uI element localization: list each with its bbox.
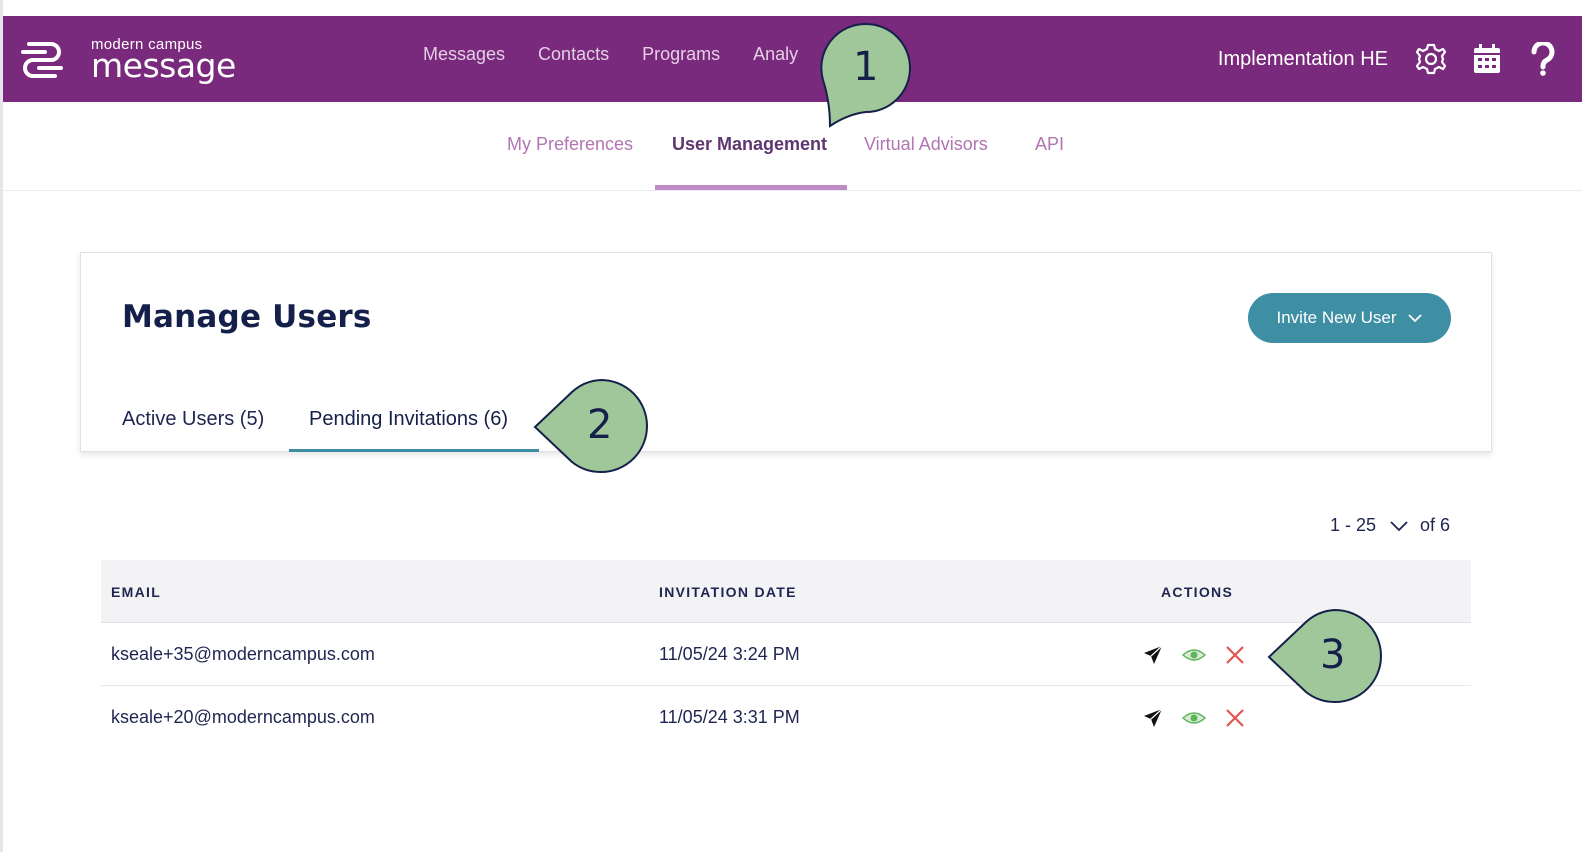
callout-bubble-icon [820,22,912,128]
gear-icon[interactable] [1410,38,1452,80]
send-icon[interactable] [1141,643,1165,667]
row-actions [1141,706,1264,730]
settings-subnav: My Preferences User Management Virtual A… [3,102,1582,191]
column-header-email: EMAIL [111,584,162,600]
view-icon[interactable] [1182,706,1206,730]
invite-button-label: Invite New User [1276,308,1397,327]
help-icon[interactable] [1522,38,1564,80]
callout-number: 1 [853,44,879,90]
active-subnav-underline [655,185,847,190]
delete-icon[interactable] [1223,706,1247,730]
table-row: kseale+35@moderncampus.com 11/05/24 3:24… [101,623,1471,686]
column-header-invitation-date: INVITATION DATE [659,584,797,600]
nav-item-analytics[interactable]: Analy [753,44,799,64]
tab-pending-invitations[interactable]: Pending Invitations (6) [309,408,509,430]
top-right-controls: Implementation HE [1218,38,1564,80]
row-actions [1141,643,1264,667]
app-logo[interactable]: modern campus message [19,36,236,86]
chevron-down-icon [1408,313,1423,323]
row-email: kseale+20@moderncampus.com [111,707,375,727]
callout-bubble-icon [1267,608,1382,704]
chevron-down-icon[interactable] [1390,520,1408,532]
row-email: kseale+35@moderncampus.com [111,644,375,664]
column-header-actions: ACTIONS [1161,584,1234,600]
tab-virtual-advisors[interactable]: Virtual Advisors [864,134,988,154]
page-total: of 6 [1419,515,1450,535]
pending-invitations-table: EMAIL INVITATION DATE ACTIONS kseale+35@… [101,560,1471,749]
logo-text-big: message [91,46,236,85]
callout-3: 3 [1266,608,1384,706]
nav-item-messages[interactable]: Messages [423,44,506,64]
page-title: Manage Users [122,299,372,335]
tab-api[interactable]: API [1035,134,1065,154]
row-invitation-date: 11/05/24 3:24 PM [659,644,800,664]
nav-item-programs[interactable]: Programs [642,44,721,64]
callout-2: 2 [532,378,650,476]
callout-number: 2 [587,402,613,448]
tab-user-management[interactable]: User Management [672,134,828,154]
organization-name[interactable]: Implementation HE [1217,47,1388,70]
logo-mark-icon [21,42,63,78]
view-icon[interactable] [1182,643,1206,667]
nav-item-contacts[interactable]: Contacts [538,44,610,64]
send-icon[interactable] [1141,706,1165,730]
manage-users-card: Manage Users Invite New User Active User… [80,252,1492,452]
window-edge [0,0,3,852]
tab-active-users[interactable]: Active Users (5) [122,408,265,430]
main-nav: Messages Contacts Programs Analy [423,44,831,65]
calendar-icon[interactable] [1466,38,1508,80]
delete-icon[interactable] [1223,643,1247,667]
invite-new-user-button[interactable]: Invite New User [1248,293,1451,343]
page-range: 1 - 25 [1329,515,1376,535]
row-invitation-date: 11/05/24 3:31 PM [659,707,800,727]
top-navigation-bar: modern campus message Messages Contacts … [3,16,1582,102]
callout-number: 3 [1320,632,1346,678]
tab-my-preferences[interactable]: My Preferences [507,134,634,154]
pagination: 1 - 25 of 6 [1330,515,1450,536]
active-tab-underline [289,449,539,452]
callout-bubble-icon [533,378,648,474]
callout-1: 1 [818,22,914,130]
logo-text-small: modern campus [91,36,203,53]
table-header: EMAIL INVITATION DATE ACTIONS [101,560,1471,623]
page-bottom [3,738,1582,852]
